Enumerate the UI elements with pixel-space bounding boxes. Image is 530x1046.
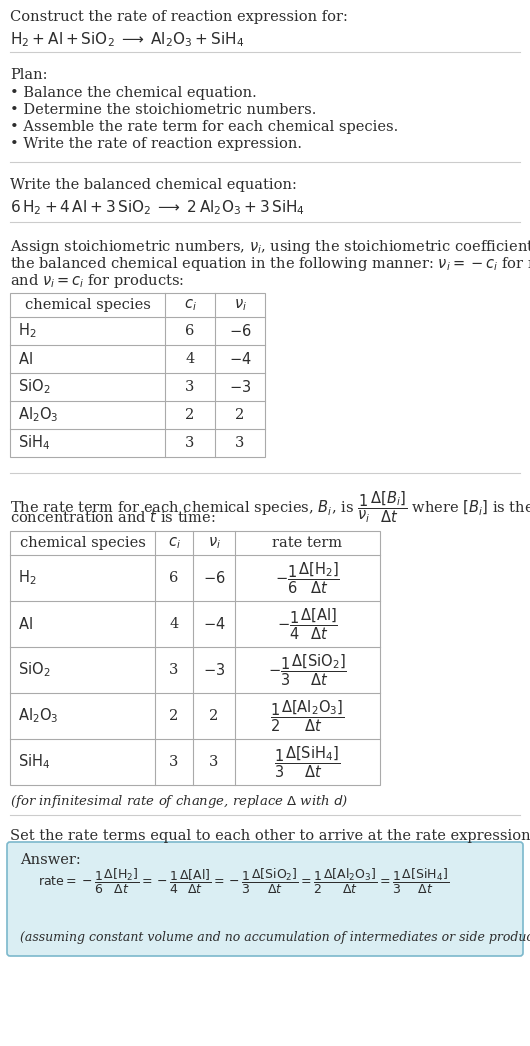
Text: 3: 3 <box>186 380 195 394</box>
Text: Set the rate terms equal to each other to arrive at the rate expression:: Set the rate terms equal to each other t… <box>10 829 530 843</box>
Text: Plan:: Plan: <box>10 68 48 82</box>
Text: Answer:: Answer: <box>20 852 81 867</box>
Text: 6: 6 <box>169 571 179 585</box>
Text: $\mathrm{SiO_2}$: $\mathrm{SiO_2}$ <box>18 661 50 679</box>
Text: 2: 2 <box>170 709 179 723</box>
Text: $-6$: $-6$ <box>228 323 251 339</box>
Text: $\mathrm{Al_2O_3}$: $\mathrm{Al_2O_3}$ <box>18 707 58 725</box>
Text: concentration and $t$ is time:: concentration and $t$ is time: <box>10 509 216 525</box>
Text: $\mathrm{SiH_4}$: $\mathrm{SiH_4}$ <box>18 434 50 452</box>
Text: • Determine the stoichiometric numbers.: • Determine the stoichiometric numbers. <box>10 103 316 117</box>
Text: the balanced chemical equation in the following manner: $\nu_i = -c_i$ for react: the balanced chemical equation in the fo… <box>10 255 530 273</box>
Text: chemical species: chemical species <box>24 298 151 312</box>
Text: $\mathrm{SiO_2}$: $\mathrm{SiO_2}$ <box>18 378 50 396</box>
Text: $\mathrm{Al_2O_3}$: $\mathrm{Al_2O_3}$ <box>18 406 58 425</box>
Text: $-\dfrac{1}{6}\dfrac{\Delta[\mathrm{H_2}]}{\Delta t}$: $-\dfrac{1}{6}\dfrac{\Delta[\mathrm{H_2}… <box>275 561 340 596</box>
Text: $-6$: $-6$ <box>202 570 225 586</box>
Text: $\mathrm{Al}$: $\mathrm{Al}$ <box>18 616 33 632</box>
Text: 3: 3 <box>186 436 195 450</box>
Text: 6: 6 <box>186 324 195 338</box>
Text: 4: 4 <box>170 617 179 631</box>
Text: rate term: rate term <box>272 536 342 550</box>
Text: 3: 3 <box>169 755 179 769</box>
Text: $-\dfrac{1}{4}\dfrac{\Delta[\mathrm{Al}]}{\Delta t}$: $-\dfrac{1}{4}\dfrac{\Delta[\mathrm{Al}]… <box>277 607 338 642</box>
Text: $\mathrm{6\,H_2 + 4\,Al + 3\,SiO_2 \;\longrightarrow\; 2\,Al_2O_3 + 3\,SiH_4}$: $\mathrm{6\,H_2 + 4\,Al + 3\,SiO_2 \;\lo… <box>10 198 305 217</box>
Text: $\mathrm{Al}$: $\mathrm{Al}$ <box>18 351 33 367</box>
FancyBboxPatch shape <box>7 842 523 956</box>
Text: 3: 3 <box>235 436 245 450</box>
Text: $\dfrac{1}{2}\dfrac{\Delta[\mathrm{Al_2O_3}]}{\Delta t}$: $\dfrac{1}{2}\dfrac{\Delta[\mathrm{Al_2O… <box>270 699 344 734</box>
Text: Assign stoichiometric numbers, $\nu_i$, using the stoichiometric coefficients, $: Assign stoichiometric numbers, $\nu_i$, … <box>10 238 530 256</box>
Text: $\mathrm{H_2 + Al + SiO_2 \;\longrightarrow\; Al_2O_3 + SiH_4}$: $\mathrm{H_2 + Al + SiO_2 \;\longrightar… <box>10 30 244 49</box>
Bar <box>10 293 265 457</box>
Text: $\mathrm{H_2}$: $\mathrm{H_2}$ <box>18 569 37 588</box>
Text: 2: 2 <box>186 408 195 422</box>
Bar <box>10 531 380 784</box>
Text: $c_i$: $c_i$ <box>183 297 197 313</box>
Text: $\dfrac{1}{3}\dfrac{\Delta[\mathrm{SiH_4}]}{\Delta t}$: $\dfrac{1}{3}\dfrac{\Delta[\mathrm{SiH_4… <box>275 744 340 779</box>
Text: (for infinitesimal rate of change, replace $\Delta$ with $d$): (for infinitesimal rate of change, repla… <box>10 793 348 810</box>
Text: $\nu_i$: $\nu_i$ <box>208 536 220 551</box>
Text: 3: 3 <box>169 663 179 677</box>
Text: $-3$: $-3$ <box>229 379 251 395</box>
Text: $-3$: $-3$ <box>203 662 225 678</box>
Text: and $\nu_i = c_i$ for products:: and $\nu_i = c_i$ for products: <box>10 272 184 290</box>
Text: $-\dfrac{1}{3}\dfrac{\Delta[\mathrm{SiO_2}]}{\Delta t}$: $-\dfrac{1}{3}\dfrac{\Delta[\mathrm{SiO_… <box>268 653 347 688</box>
Text: • Balance the chemical equation.: • Balance the chemical equation. <box>10 86 257 100</box>
Text: $\mathrm{H_2}$: $\mathrm{H_2}$ <box>18 322 37 340</box>
Text: Construct the rate of reaction expression for:: Construct the rate of reaction expressio… <box>10 10 348 24</box>
Text: 2: 2 <box>235 408 245 422</box>
Text: $-4$: $-4$ <box>202 616 225 632</box>
Text: (assuming constant volume and no accumulation of intermediates or side products): (assuming constant volume and no accumul… <box>20 932 530 945</box>
Text: $\mathrm{SiH_4}$: $\mathrm{SiH_4}$ <box>18 753 50 771</box>
Text: $c_i$: $c_i$ <box>167 536 180 551</box>
Text: 2: 2 <box>209 709 218 723</box>
Text: 4: 4 <box>186 353 195 366</box>
Text: chemical species: chemical species <box>20 536 145 550</box>
Text: • Write the rate of reaction expression.: • Write the rate of reaction expression. <box>10 137 302 151</box>
Text: The rate term for each chemical species, $B_i$, is $\dfrac{1}{\nu_i}\dfrac{\Delt: The rate term for each chemical species,… <box>10 488 530 524</box>
Text: $\nu_i$: $\nu_i$ <box>234 297 246 313</box>
Text: Write the balanced chemical equation:: Write the balanced chemical equation: <box>10 178 297 192</box>
Text: $\mathrm{rate} = -\dfrac{1}{6}\dfrac{\Delta[\mathrm{H_2}]}{\Delta t} = -\dfrac{1: $\mathrm{rate} = -\dfrac{1}{6}\dfrac{\De… <box>38 866 449 895</box>
Text: 3: 3 <box>209 755 219 769</box>
Text: • Assemble the rate term for each chemical species.: • Assemble the rate term for each chemic… <box>10 120 398 134</box>
Text: $-4$: $-4$ <box>228 351 251 367</box>
